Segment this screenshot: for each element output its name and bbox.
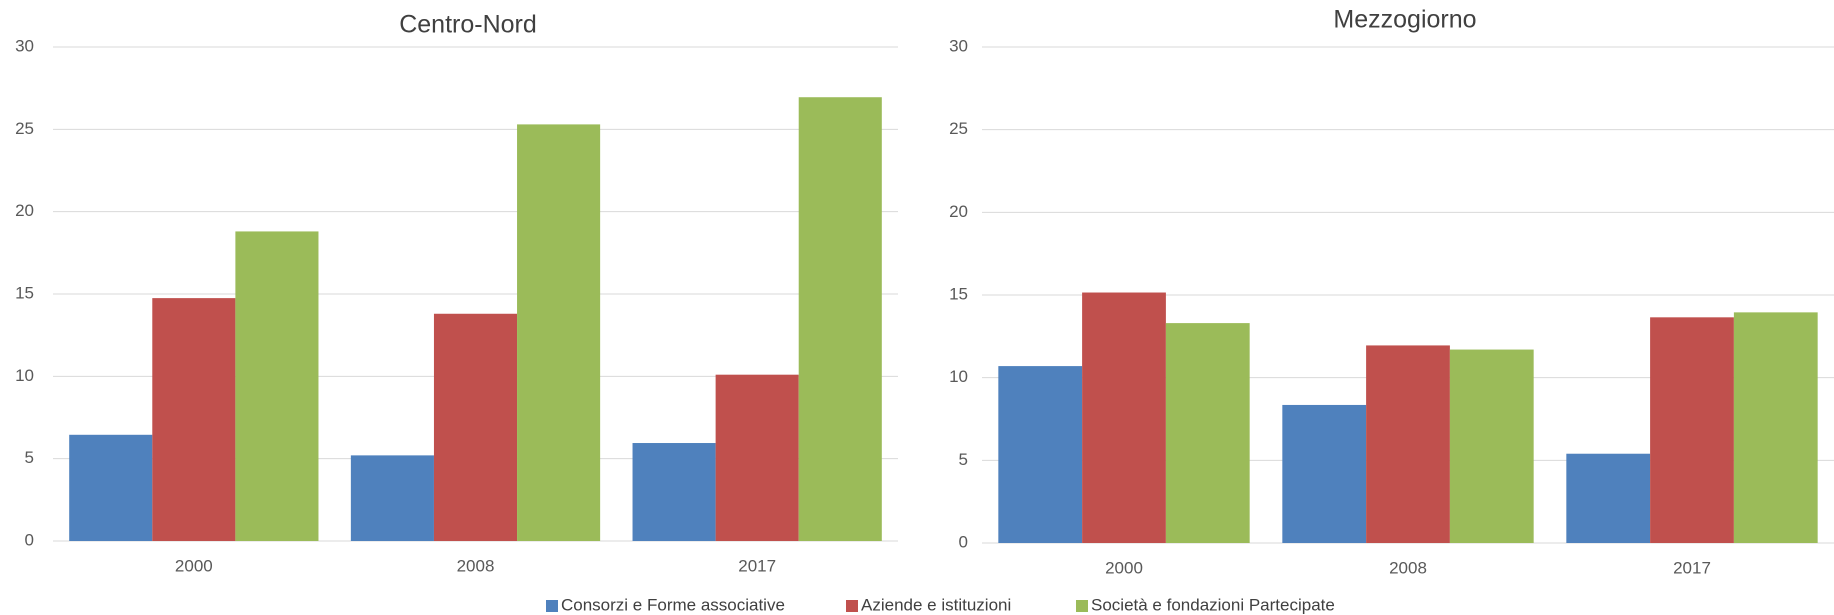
y-tick-label: 30	[15, 36, 34, 55]
y-tick-label: 25	[949, 119, 968, 138]
y-tick-label: 20	[15, 201, 34, 220]
y-tick-label: 0	[25, 530, 34, 549]
chart: Centro-Nord 0 5 10 15 20 25 30 2000 2008 2017 Mezzo…	[0, 0, 1834, 615]
bar	[998, 366, 1082, 543]
chart-title: Mezzogiorno	[1333, 6, 1476, 34]
bar	[633, 443, 716, 541]
bar	[1566, 454, 1650, 543]
chart-title: Centro-Nord	[399, 11, 537, 39]
bar	[1282, 405, 1366, 543]
bar	[434, 314, 517, 541]
bar	[517, 124, 600, 541]
y-tick-label: 15	[949, 284, 968, 303]
bar	[152, 298, 235, 541]
x-tick-label: 2000	[175, 556, 213, 575]
y-tick-label: 10	[949, 367, 968, 386]
legend-label: Consorzi e Forme associative	[561, 595, 785, 614]
x-tick-label: 2000	[1105, 558, 1143, 577]
legend-swatch	[1076, 600, 1088, 612]
legend-label: Aziende e istituzioni	[861, 595, 1011, 614]
bar	[69, 435, 152, 541]
y-tick-label: 15	[15, 283, 34, 302]
legend-swatch	[546, 600, 558, 612]
bar	[351, 455, 434, 541]
y-tick-label: 20	[949, 202, 968, 221]
x-tick-label: 2017	[1673, 558, 1711, 577]
x-tick-label: 2008	[457, 556, 495, 575]
bar	[1082, 293, 1166, 543]
bar	[1734, 312, 1818, 543]
y-tick-label: 25	[15, 119, 34, 138]
x-tick-label: 2017	[738, 556, 776, 575]
y-tick-label: 10	[15, 366, 34, 385]
y-tick-label: 0	[959, 532, 968, 551]
bar	[716, 375, 799, 541]
y-tick-label: 5	[25, 448, 34, 467]
bar	[799, 97, 882, 541]
legend-label: Società e fondazioni Partecipate	[1091, 595, 1335, 614]
y-tick-label: 5	[959, 450, 968, 469]
bar	[1650, 317, 1734, 543]
legend-swatch	[846, 600, 858, 612]
bar	[1450, 350, 1534, 543]
y-tick-label: 30	[949, 36, 968, 55]
bar	[1366, 345, 1450, 543]
x-tick-label: 2008	[1389, 558, 1427, 577]
bar	[235, 231, 318, 541]
bar	[1166, 323, 1250, 543]
